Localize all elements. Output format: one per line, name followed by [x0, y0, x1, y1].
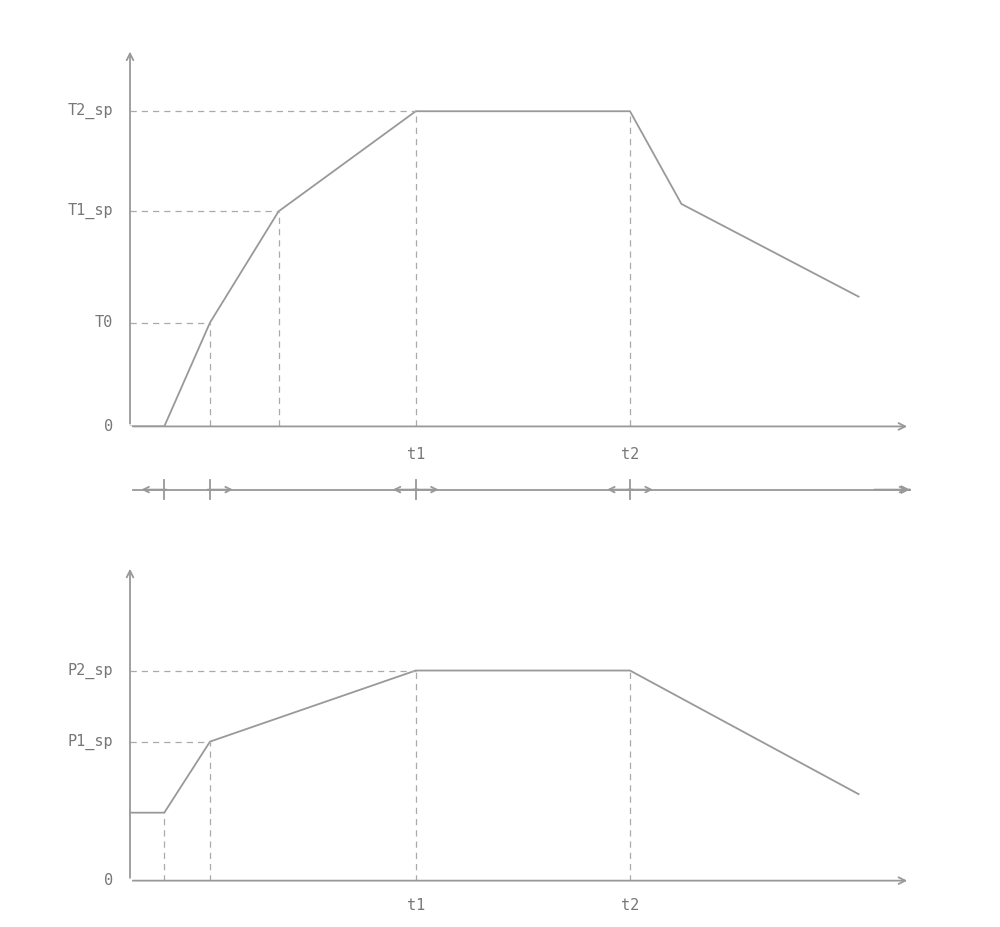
Text: P2_sp: P2_sp — [67, 663, 113, 679]
Text: 0: 0 — [104, 419, 113, 434]
Text: t1: t1 — [407, 897, 425, 913]
Text: T2_sp: T2_sp — [67, 103, 113, 120]
Text: t2: t2 — [621, 447, 639, 462]
Text: t2: t2 — [621, 897, 639, 913]
Text: t1: t1 — [407, 447, 425, 462]
Text: T0: T0 — [95, 315, 113, 330]
Text: 0: 0 — [104, 873, 113, 888]
Text: P1_sp: P1_sp — [67, 733, 113, 750]
Text: T1_sp: T1_sp — [67, 203, 113, 220]
